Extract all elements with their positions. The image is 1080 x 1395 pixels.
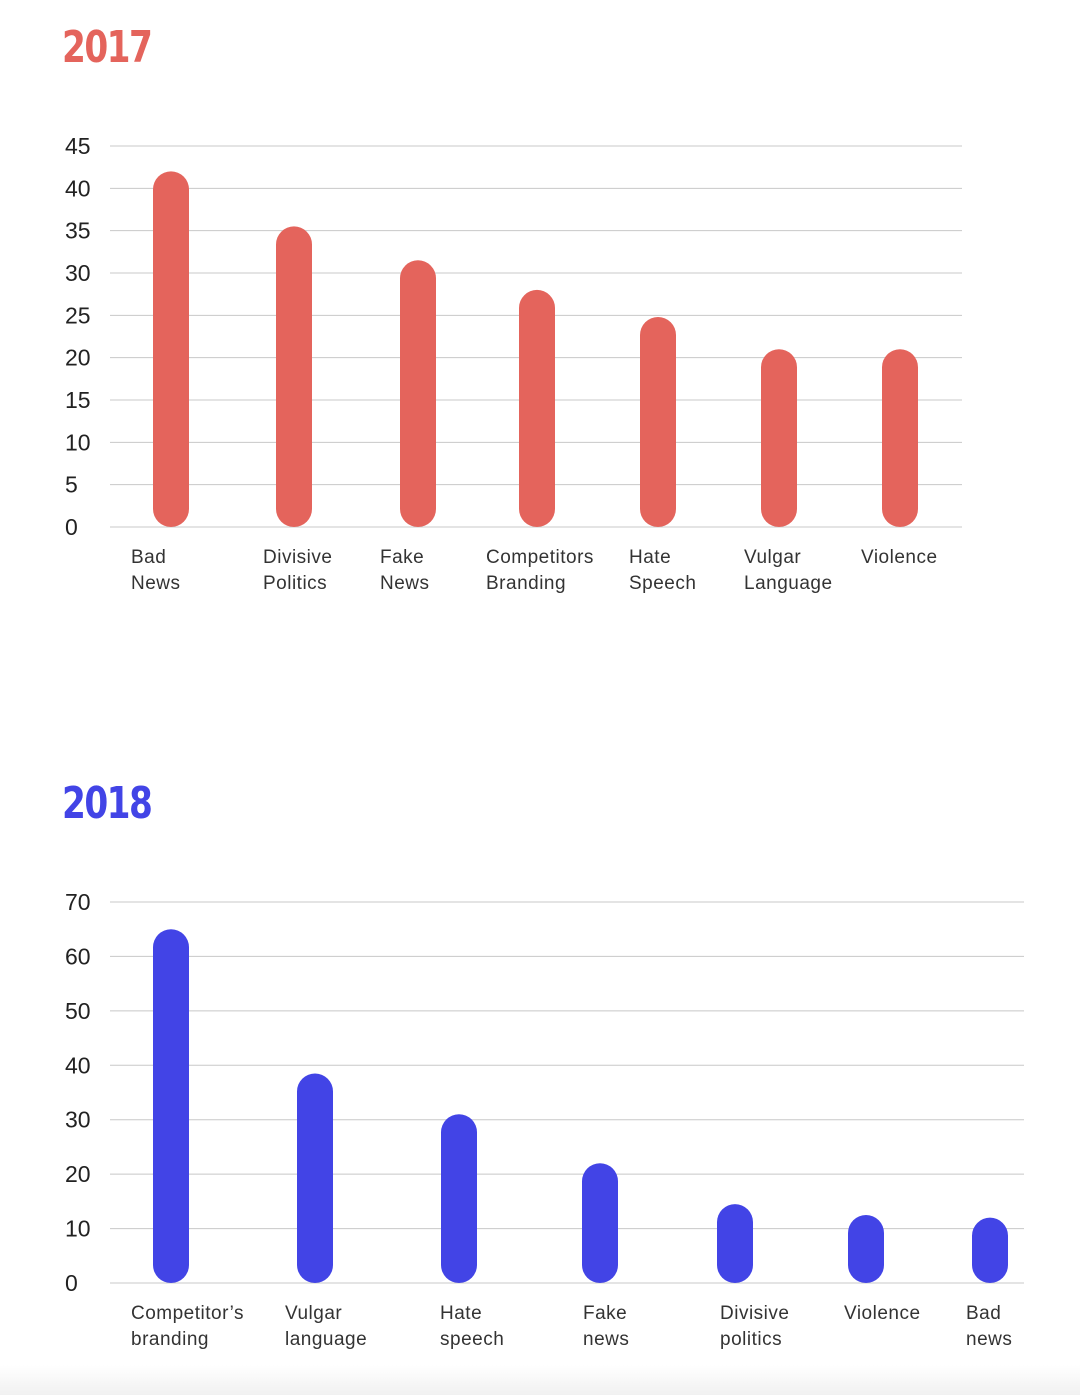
bar: [276, 226, 312, 527]
y-tick-label: 40: [65, 175, 91, 201]
y-tick-label: 0: [65, 1270, 78, 1296]
x-category-label: Divisive politics: [720, 1303, 789, 1350]
y-tick-label: 20: [65, 1161, 91, 1187]
y-tick-label: 45: [65, 133, 91, 159]
chart-2017-plot: 0 5 10 15 20 25 30 35 40 45 Bad News Divisive Politic…: [65, 133, 962, 594]
bar: [882, 349, 918, 527]
bar: [848, 1214, 884, 1283]
bottom-edge-shadow: [0, 1365, 1080, 1395]
x-category-label: Bad News: [131, 547, 181, 594]
bar: [717, 1204, 753, 1283]
y-tick-label: 30: [65, 1107, 91, 1133]
y-tick-label: 60: [65, 943, 91, 969]
bar: [153, 171, 189, 527]
y-tick-label: 5: [65, 472, 78, 498]
y-tick-label: 30: [65, 260, 91, 286]
y-tick-label: 10: [65, 1216, 91, 1242]
y-tick-label: 20: [65, 345, 91, 371]
x-category-label: Violence: [861, 547, 938, 568]
bar: [761, 349, 797, 527]
y-tick-label: 15: [65, 387, 91, 413]
y-tick-label: 0: [65, 514, 78, 540]
y-tick-label: 25: [65, 302, 91, 328]
x-category-label: Fake News: [380, 547, 430, 594]
y-tick-label: 70: [65, 889, 91, 915]
bar: [297, 1073, 333, 1283]
bar: [640, 317, 676, 527]
x-category-label: Vulgar Language: [744, 547, 833, 594]
y-tick-label: 35: [65, 218, 91, 244]
x-category-label: Bad news: [966, 1303, 1012, 1350]
x-category-label: Violence: [844, 1303, 921, 1324]
bar: [972, 1217, 1008, 1283]
x-category-label: Divisive Politics: [263, 547, 332, 594]
x-category-label: Hate Speech: [629, 547, 696, 594]
bar: [519, 289, 555, 527]
chart-title-2018: 2018: [62, 778, 153, 829]
x-category-label: Fake news: [583, 1303, 629, 1350]
bar: [441, 1114, 477, 1283]
bar: [400, 260, 436, 527]
bar: [582, 1163, 618, 1283]
y-tick-label: 10: [65, 429, 91, 455]
x-category-label: Hate speech: [440, 1303, 504, 1350]
bar: [153, 929, 189, 1283]
x-category-label: Vulgar language: [285, 1303, 367, 1350]
chart-title-2017: 2017: [62, 22, 153, 73]
y-tick-label: 50: [65, 998, 91, 1024]
chart-2017: 2017 0 5 10 15 20 25 30 35 40 45 Bad News Divisive Po…: [0, 0, 1080, 640]
x-category-label: Competitors Branding: [486, 547, 594, 594]
y-tick-label: 40: [65, 1052, 91, 1078]
x-category-label: Competitor’s branding: [131, 1303, 244, 1350]
